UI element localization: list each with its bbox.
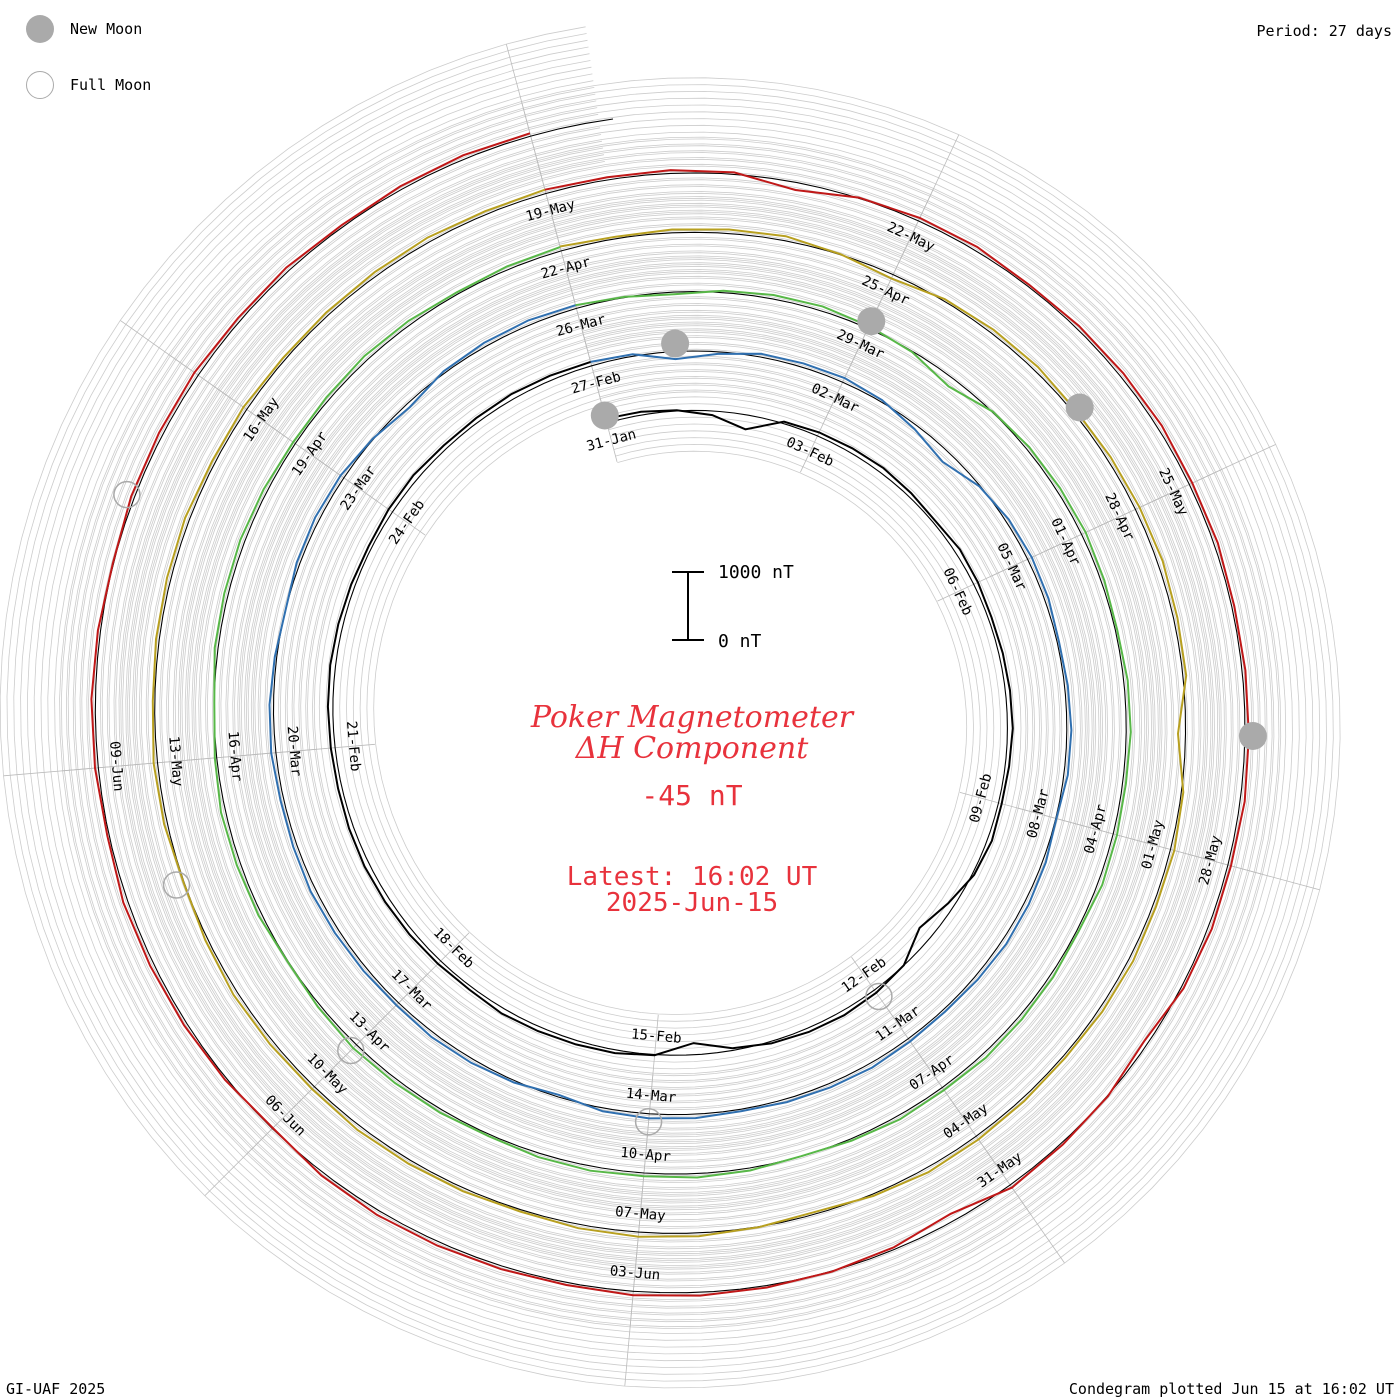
grid-spoke xyxy=(3,764,139,777)
date-label: 03-Feb xyxy=(784,434,837,470)
grid-spoke xyxy=(204,1100,301,1196)
plotted-label: Condegram plotted Jun 15 at 16:02 UT xyxy=(1068,1380,1394,1398)
scale-bar: 1000 nT 0 nT xyxy=(672,562,794,652)
grid-spiral xyxy=(67,93,1273,1321)
new-moon-icon xyxy=(26,15,54,43)
date-label: 14-Mar xyxy=(625,1086,677,1106)
new-moon-marker xyxy=(661,329,690,358)
grid-spiral xyxy=(20,46,1321,1368)
date-label: 09-Jun xyxy=(106,740,126,792)
date-label: 25-Apr xyxy=(859,273,912,309)
grid-spoke xyxy=(901,134,960,258)
grid-spoke xyxy=(624,1251,638,1386)
grid-spiral xyxy=(13,39,1327,1375)
date-label: 21-Feb xyxy=(343,720,363,772)
new-moon-marker xyxy=(1065,393,1094,422)
grid-spiral xyxy=(108,134,1232,1280)
full-moon-marker xyxy=(113,480,141,509)
full-moon-marker xyxy=(337,1036,365,1065)
grid-spiral xyxy=(74,100,1266,1314)
date-label: 16-Apr xyxy=(224,730,244,782)
data-trace-2025-02-27 xyxy=(268,304,1073,1120)
grid-lines xyxy=(0,26,1341,1389)
credit-label: GI-UAF 2025 xyxy=(6,1380,106,1398)
data-trace-2025-05-19 xyxy=(90,132,1250,1297)
date-label: 04-Apr xyxy=(1081,803,1110,856)
grid-spoke xyxy=(120,320,232,399)
grid-spiral xyxy=(6,33,1334,1382)
data-trace-2025-01-31 xyxy=(326,360,1014,1057)
legend-new-moon: New Moon xyxy=(26,14,142,44)
date-label: 20-Mar xyxy=(284,725,304,777)
full-moon-marker xyxy=(162,871,191,899)
grid-spiral xyxy=(47,73,1293,1341)
chart-subtitle: ΔH Component xyxy=(575,731,809,766)
full-moon-marker xyxy=(865,982,893,1011)
period-label: Period: 27 days xyxy=(1256,22,1392,40)
grid-spiral xyxy=(26,53,1314,1362)
full-moon-icon xyxy=(26,71,54,99)
scale-top-label: 1000 nT xyxy=(718,562,794,583)
date-label: 09-Feb xyxy=(967,772,996,825)
grid-spiral xyxy=(54,80,1287,1334)
grid-spoke xyxy=(1152,444,1276,502)
grid-spiral xyxy=(81,107,1259,1307)
new-moon-marker xyxy=(1238,722,1267,750)
data-trace-2025-04-22 xyxy=(151,188,1188,1238)
latest-date: 2025-Jun-15 xyxy=(606,888,778,918)
date-label: 03-Jun xyxy=(609,1263,661,1283)
date-label: 08-Mar xyxy=(1024,787,1053,840)
grid-spiral xyxy=(60,87,1280,1328)
chart-title: Poker Magnetometer xyxy=(530,700,855,735)
date-label: 13-May xyxy=(165,735,185,787)
new-moon-marker xyxy=(590,401,619,430)
grid-spiral xyxy=(122,147,1219,1267)
date-label: 28-May xyxy=(1196,834,1225,887)
date-label: 02-Mar xyxy=(809,381,862,417)
date-label: 15-Feb xyxy=(630,1026,682,1046)
date-label: 31-Jan xyxy=(585,426,638,454)
legend-full-moon: Full Moon xyxy=(26,70,151,100)
grid-spoke xyxy=(986,1151,1065,1264)
grid-spiral xyxy=(33,60,1307,1355)
data-traces xyxy=(90,132,1250,1297)
new-moon-marker xyxy=(857,307,886,336)
grid-spoke xyxy=(505,44,542,175)
grid-spoke xyxy=(1189,854,1320,891)
grid-spiral xyxy=(135,161,1205,1253)
legend-full-moon-label: Full Moon xyxy=(70,76,152,94)
grid-spiral xyxy=(40,66,1300,1348)
grid-spiral xyxy=(88,113,1253,1301)
moon-markers xyxy=(113,307,1267,1136)
grid-spiral xyxy=(0,26,1341,1389)
current-value: -45 nT xyxy=(641,779,742,812)
grid-spiral xyxy=(101,127,1239,1287)
date-label: 07-May xyxy=(614,1204,666,1224)
latest-time: Latest: 16:02 UT xyxy=(567,862,818,892)
grid-spiral xyxy=(128,154,1212,1260)
legend-new-moon-label: New Moon xyxy=(70,20,143,38)
data-trace-2025-03-26 xyxy=(213,246,1132,1179)
date-label: 10-Apr xyxy=(620,1145,672,1165)
grid-spiral xyxy=(115,140,1225,1273)
scale-bottom-label: 0 nT xyxy=(718,631,762,652)
full-moon-marker xyxy=(634,1108,663,1136)
